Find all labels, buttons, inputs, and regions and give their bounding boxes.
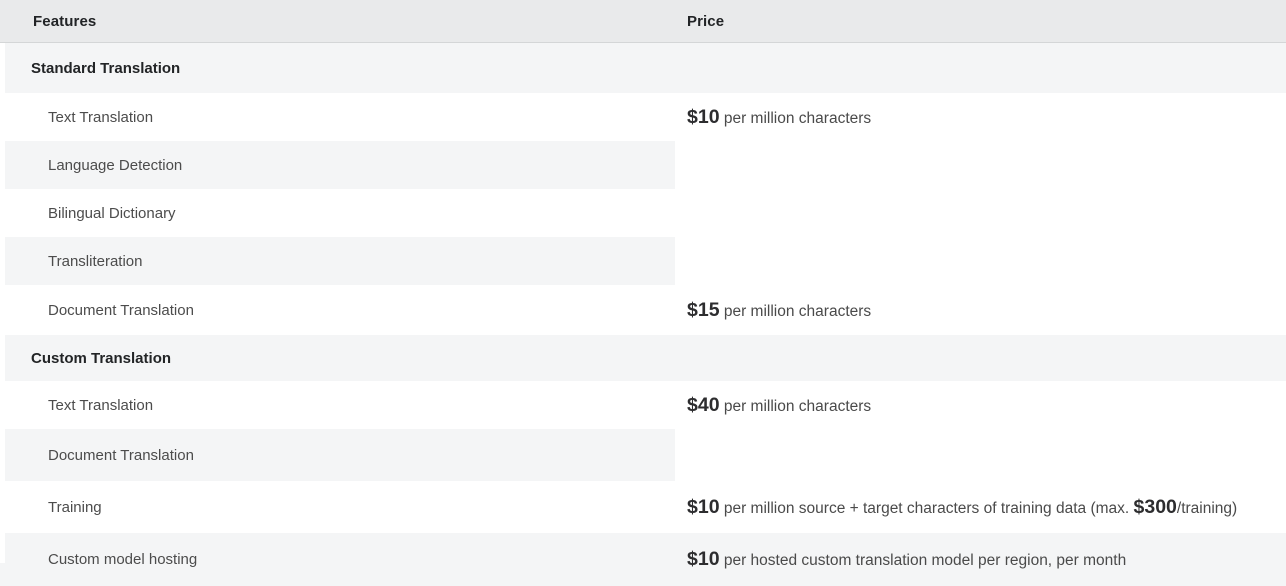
section-row: Custom Translation: [5, 335, 1286, 381]
section-row: Standard Translation: [5, 43, 1286, 93]
price-cell: [675, 43, 1286, 93]
table-left-edge: [0, 563, 5, 586]
pricing-table-body: Standard Translation Text Translation $10 …: [5, 43, 1286, 586]
feature-cell: Text Translation: [5, 93, 675, 141]
table-row: Language Detection: [5, 141, 1286, 189]
table-row: Custom model hosting $10 per hosted custo…: [5, 533, 1286, 586]
feature-label: Transliteration: [48, 252, 143, 270]
price-cell: [675, 237, 1286, 285]
feature-cell: Standard Translation: [5, 43, 675, 93]
price-text: $10 per million source + target characte…: [687, 496, 1237, 519]
feature-cell: Bilingual Dictionary: [5, 189, 675, 237]
feature-cell: Custom model hosting: [5, 533, 675, 586]
feature-label: Standard Translation: [31, 59, 181, 77]
price-description: per million characters: [719, 397, 872, 415]
price-cell: [675, 429, 1286, 481]
column-header-price: Price: [687, 12, 725, 30]
price-cell: $40 per million characters: [675, 381, 1286, 429]
price-amount: $15: [687, 298, 720, 321]
price-cell: [675, 335, 1286, 381]
price-cell: $15 per million characters: [675, 285, 1286, 335]
feature-label: Text Translation: [48, 108, 154, 126]
price-description: /training): [1176, 499, 1238, 517]
table-row: Transliteration: [5, 237, 1286, 285]
price-amount: $40: [687, 393, 720, 416]
feature-label: Document Translation: [48, 446, 194, 464]
price-cell: [675, 141, 1286, 189]
feature-label: Custom model hosting: [48, 551, 198, 568]
price-cell: [675, 189, 1286, 237]
price-cell: $10 per million characters: [675, 93, 1286, 141]
feature-label: Training: [48, 498, 102, 516]
price-amount: $10: [687, 105, 720, 128]
table-row: Text Translation $10 per million characte…: [5, 93, 1286, 141]
feature-label: Bilingual Dictionary: [48, 204, 176, 222]
feature-cell: Language Detection: [5, 141, 675, 189]
table-header-row: Features Price: [0, 0, 1286, 43]
feature-cell: Document Translation: [5, 285, 675, 335]
price-text: $10 per million characters: [687, 106, 871, 129]
price-text: $40 per million characters: [687, 394, 871, 417]
price-amount: $300: [1133, 495, 1177, 518]
price-text: $15 per million characters: [687, 299, 871, 322]
price-cell: $10 per hosted custom translation model …: [675, 533, 1286, 586]
feature-cell: Document Translation: [5, 429, 675, 481]
table-row: Document Translation: [5, 429, 1286, 481]
price-description: per million characters: [719, 302, 872, 320]
table-row: Document Translation $15 per million char…: [5, 285, 1286, 335]
table-row: Bilingual Dictionary: [5, 189, 1286, 237]
feature-label: Custom Translation: [31, 349, 172, 367]
column-header-features: Features: [33, 12, 97, 30]
table-row: Training $10 per million source + target …: [5, 481, 1286, 533]
price-text: $10 per hosted custom translation model …: [687, 548, 1126, 571]
feature-cell: Text Translation: [5, 381, 675, 429]
price-amount: $10: [687, 495, 720, 518]
feature-cell: Transliteration: [5, 237, 675, 285]
table-row: Text Translation $40 per million characte…: [5, 381, 1286, 429]
price-description: per million characters: [719, 109, 872, 127]
feature-cell: Training: [5, 481, 675, 533]
price-amount: $10: [687, 548, 720, 570]
feature-label: Language Detection: [48, 156, 183, 174]
price-description: per hosted custom translation model per …: [719, 552, 1127, 569]
price-description: per million source + target characters o…: [719, 499, 1134, 517]
price-cell: $10 per million source + target characte…: [675, 481, 1286, 533]
feature-label: Text Translation: [48, 396, 154, 414]
feature-label: Document Translation: [48, 301, 194, 319]
feature-cell: Custom Translation: [5, 335, 675, 381]
